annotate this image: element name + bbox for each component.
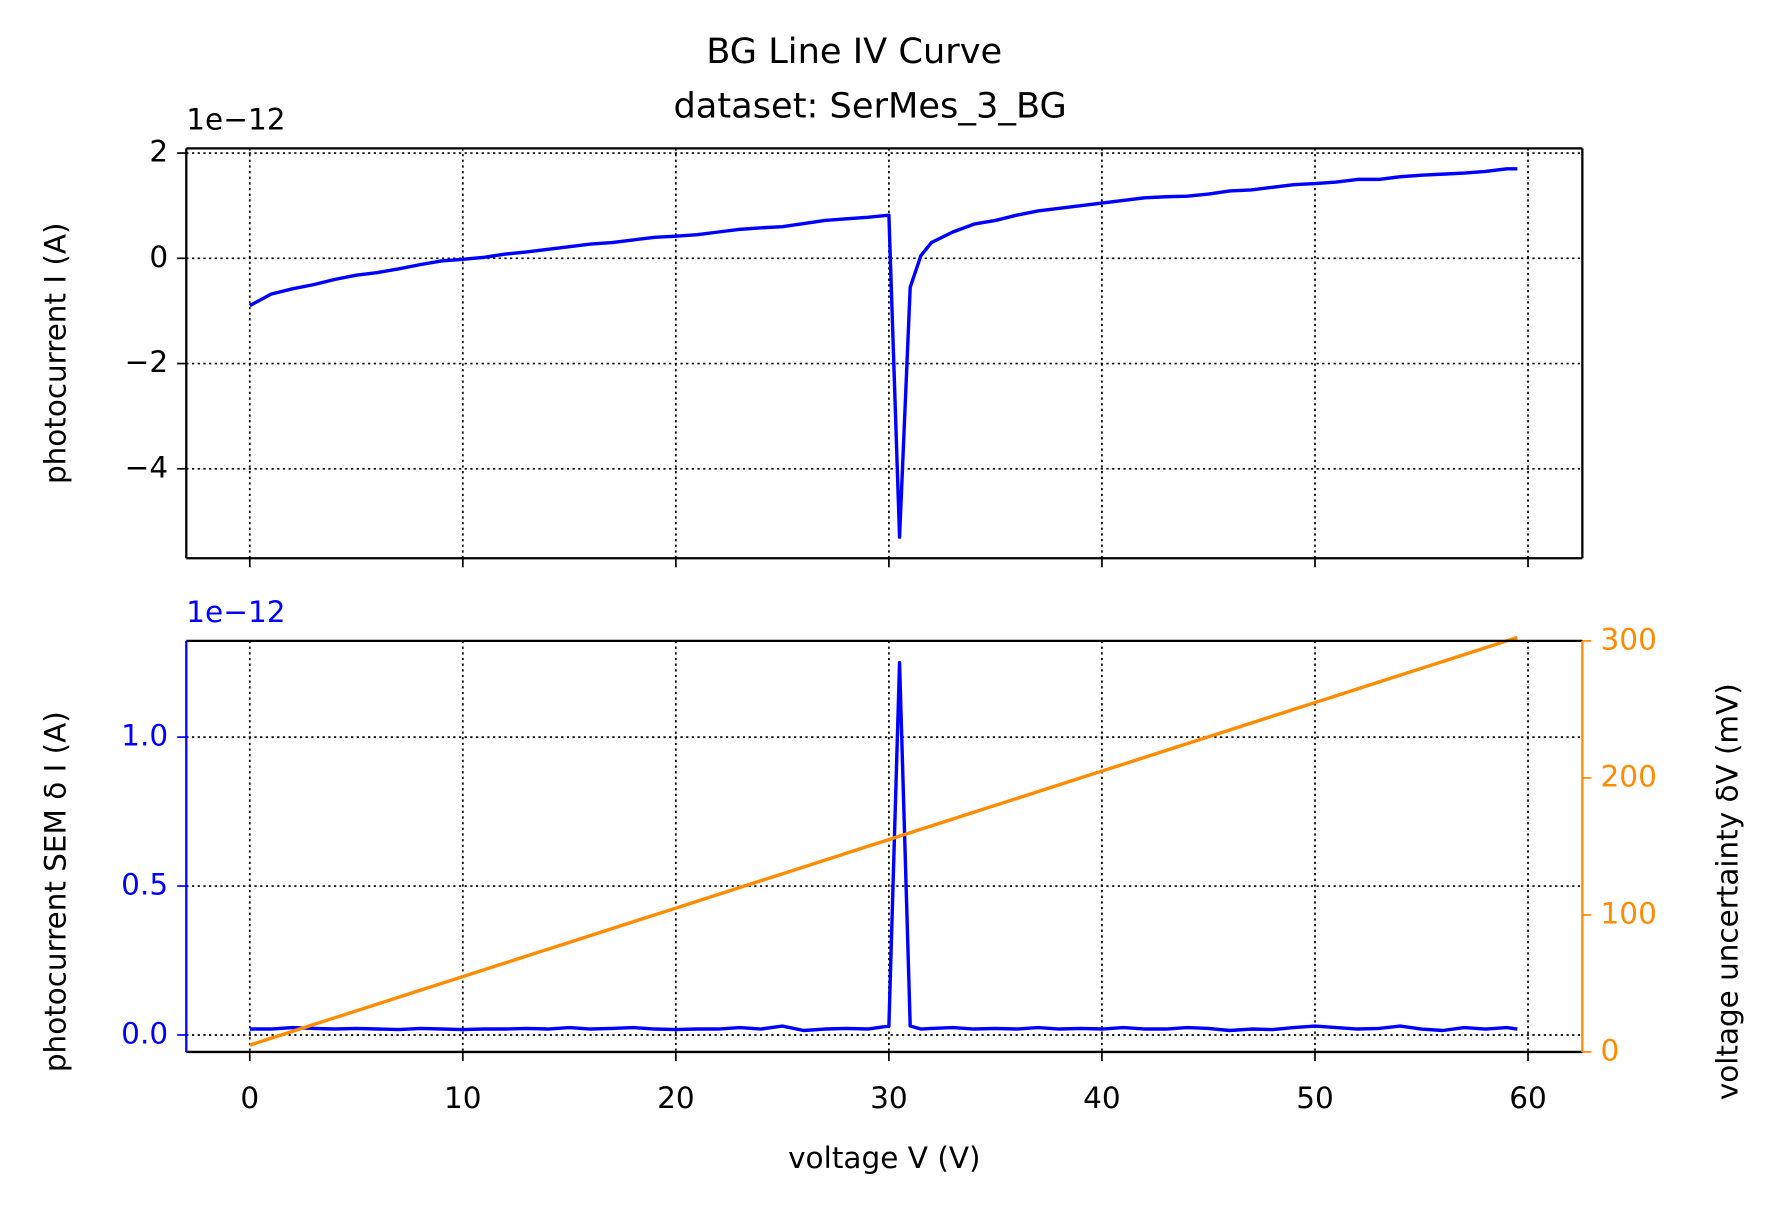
x-tick-label: 40 [1083, 1081, 1121, 1115]
y-tick-label: 0 [149, 240, 168, 274]
x-tick-label: 20 [657, 1081, 695, 1115]
y2-axis-label: voltage uncertainty δV (mV) [1710, 683, 1744, 1100]
chart-subtitle: dataset: SerMes_3_BG [673, 86, 1066, 127]
x-tick-label: 50 [1296, 1081, 1334, 1115]
y-tick-label: 1.0 [121, 719, 168, 753]
y-offset-label: 1e−12 [186, 595, 285, 629]
x-tick-label: 10 [444, 1081, 482, 1115]
y-tick-label: 0.0 [121, 1016, 168, 1050]
y-tick-label: −2 [125, 345, 169, 379]
y-tick-label: 2 [149, 135, 168, 169]
x-tick-label: 60 [1509, 1081, 1547, 1115]
y-tick-label: −4 [125, 450, 169, 484]
x-axis-label: voltage V (V) [788, 1141, 980, 1175]
y2-tick-label: 200 [1601, 759, 1657, 793]
x-tick-label: 0 [240, 1081, 259, 1115]
y2-tick-label: 100 [1601, 896, 1657, 930]
y-offset-label: 1e−12 [186, 103, 285, 137]
y-axis-label: photocurrent SEM δ I (A) [38, 711, 72, 1072]
data-line [248, 167, 1518, 539]
y2-tick-label: 300 [1601, 622, 1657, 656]
chart-title: BG Line IV Curve [706, 31, 1002, 72]
y-tick-label: 0.5 [121, 868, 168, 902]
y2-tick-label: 0 [1601, 1033, 1620, 1067]
data-line [249, 660, 1518, 1033]
y-axis-label: photocurrent I (A) [38, 223, 72, 484]
data-line [249, 635, 1518, 1047]
x-tick-label: 30 [870, 1081, 908, 1115]
